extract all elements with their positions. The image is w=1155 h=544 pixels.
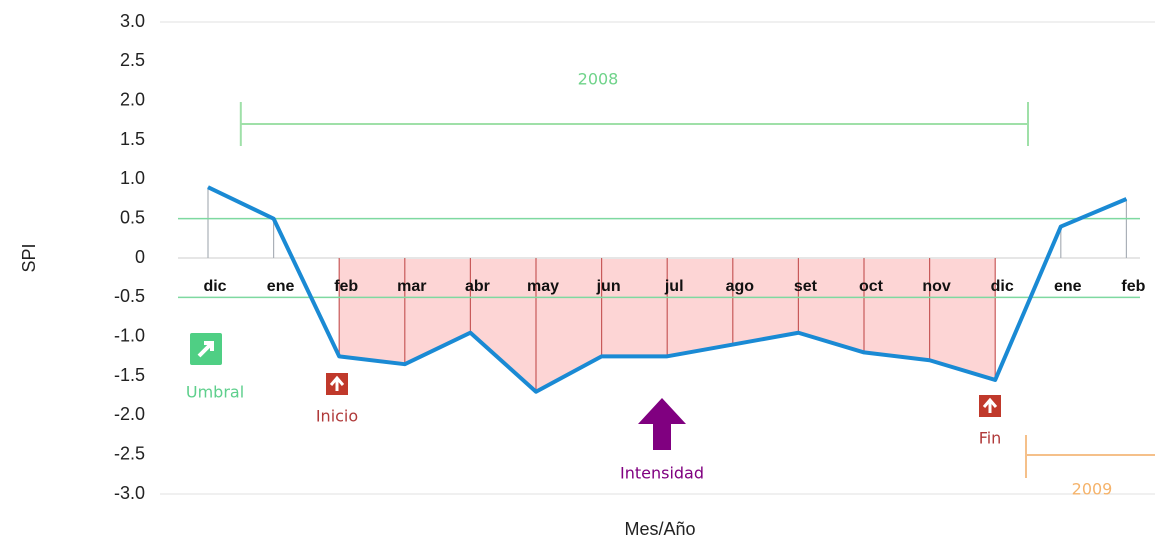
y-tick-label: -1.0 — [114, 325, 145, 345]
y-tick-label: 3.0 — [120, 11, 145, 31]
x-axis-label: Mes/Año — [624, 519, 695, 539]
y-tick-label: 1.0 — [120, 168, 145, 188]
year-label: 2009 — [1072, 480, 1113, 499]
x-tick-label: dic — [203, 278, 226, 295]
x-tick-label: may — [527, 278, 559, 295]
x-tick-label: oct — [859, 278, 884, 295]
x-tick-label: jun — [596, 278, 621, 295]
y-tick-label: 1.5 — [120, 129, 145, 149]
x-tick-label: set — [794, 278, 818, 295]
y-tick-label: -2.5 — [114, 443, 145, 463]
x-tick-label: feb — [334, 278, 358, 295]
x-tick-label: ene — [1054, 278, 1082, 295]
x-tick-label: ene — [267, 278, 295, 295]
spi-line — [207, 185, 1128, 394]
y-tick-label: -0.5 — [114, 286, 145, 306]
y-axis-label: SPI — [19, 243, 39, 272]
inicio-label: Inicio — [316, 407, 358, 426]
intensidad-icon — [638, 398, 686, 450]
x-tick-label: feb — [1121, 278, 1145, 295]
year-label: 2008 — [578, 70, 619, 89]
umbral-label: Umbral — [186, 383, 244, 402]
y-tick-label: 2.0 — [120, 89, 145, 109]
x-tick-label: dic — [991, 278, 1014, 295]
fin-icon — [979, 395, 1001, 417]
y-tick-label: 0 — [135, 247, 145, 267]
intensidad-label: Intensidad — [620, 464, 704, 483]
inicio-icon — [326, 373, 348, 395]
y-tick-label: -2.0 — [114, 404, 145, 424]
y-tick-label: 0.5 — [120, 207, 145, 227]
x-tick-label: jul — [664, 278, 684, 295]
x-tick-label: nov — [922, 278, 951, 295]
plot: 3.0 2.5 2.0 1.5 1.0 0.5 0 -0.5 -1.0 -1.5 -2.0 -2.5 -… — [114, 11, 1155, 503]
x-tick-label: mar — [397, 278, 426, 295]
x-tick-label: ago — [726, 278, 755, 295]
umbral-icon — [190, 333, 222, 365]
y-tick-label: -3.0 — [114, 483, 145, 503]
y-tick-label: -1.5 — [114, 365, 145, 385]
y-tick-label: 2.5 — [120, 50, 145, 70]
fin-label: Fin — [979, 429, 1002, 448]
x-tick-label: abr — [465, 278, 490, 295]
